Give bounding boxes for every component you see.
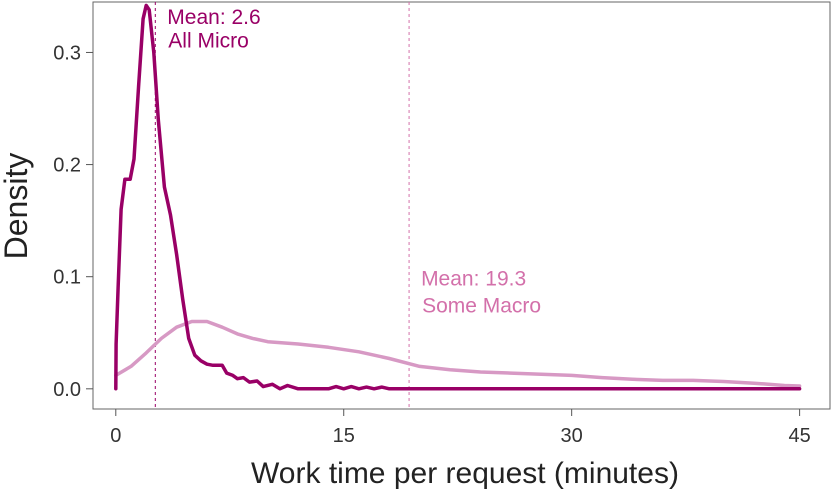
x-tick-label: 45: [788, 425, 810, 447]
x-tick-label: 15: [333, 425, 355, 447]
y-tick-label: 0.2: [53, 155, 81, 177]
x-tick-label: 0: [110, 425, 121, 447]
series-annotation: Some Macro: [422, 294, 541, 317]
y-tick-label: 0.3: [53, 42, 81, 64]
density-line-all-micro: [114, 3, 802, 391]
mean-label: Mean: 19.3: [421, 267, 526, 290]
y-tick-label: 0.1: [53, 267, 81, 289]
plot-panel: [92, 1, 831, 410]
mean-label: Mean: 2.6: [167, 6, 260, 29]
series-annotation: All Micro: [168, 30, 249, 53]
y-axis-title: Density: [0, 153, 34, 260]
x-axis-title: Work time per request (minutes): [251, 457, 679, 490]
y-tick-label: 0.0: [53, 379, 81, 401]
x-tick-label: 30: [561, 425, 583, 447]
